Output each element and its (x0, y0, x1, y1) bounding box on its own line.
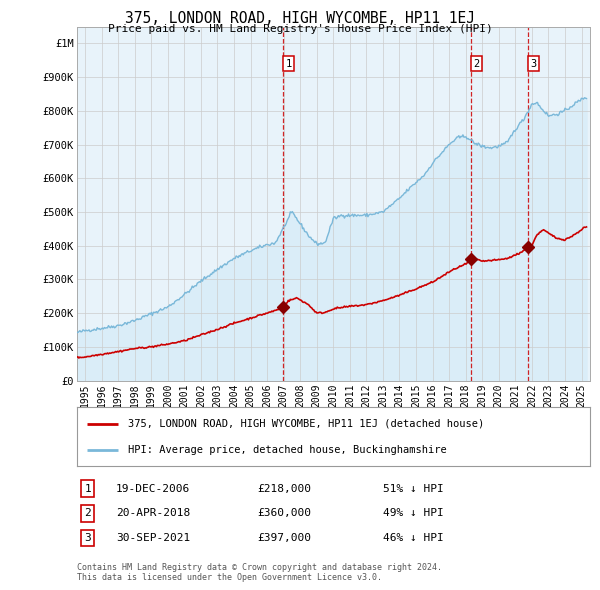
Text: £360,000: £360,000 (257, 509, 311, 518)
Text: 49% ↓ HPI: 49% ↓ HPI (383, 509, 443, 518)
Text: 20-APR-2018: 20-APR-2018 (116, 509, 190, 518)
Text: £397,000: £397,000 (257, 533, 311, 543)
Text: Contains HM Land Registry data © Crown copyright and database right 2024.
This d: Contains HM Land Registry data © Crown c… (77, 563, 442, 582)
Text: 51% ↓ HPI: 51% ↓ HPI (383, 484, 443, 493)
Text: 1: 1 (286, 59, 292, 68)
Text: 1: 1 (84, 484, 91, 493)
Text: 375, LONDON ROAD, HIGH WYCOMBE, HP11 1EJ (detached house): 375, LONDON ROAD, HIGH WYCOMBE, HP11 1EJ… (128, 419, 484, 428)
Text: Price paid vs. HM Land Registry's House Price Index (HPI): Price paid vs. HM Land Registry's House … (107, 24, 493, 34)
Text: 30-SEP-2021: 30-SEP-2021 (116, 533, 190, 543)
Text: HPI: Average price, detached house, Buckinghamshire: HPI: Average price, detached house, Buck… (128, 445, 447, 454)
Text: 46% ↓ HPI: 46% ↓ HPI (383, 533, 443, 543)
Text: 3: 3 (84, 533, 91, 543)
Text: 375, LONDON ROAD, HIGH WYCOMBE, HP11 1EJ: 375, LONDON ROAD, HIGH WYCOMBE, HP11 1EJ (125, 11, 475, 25)
Text: £218,000: £218,000 (257, 484, 311, 493)
Text: 3: 3 (530, 59, 536, 68)
Text: 2: 2 (84, 509, 91, 518)
Text: 2: 2 (473, 59, 479, 68)
Text: 19-DEC-2006: 19-DEC-2006 (116, 484, 190, 493)
